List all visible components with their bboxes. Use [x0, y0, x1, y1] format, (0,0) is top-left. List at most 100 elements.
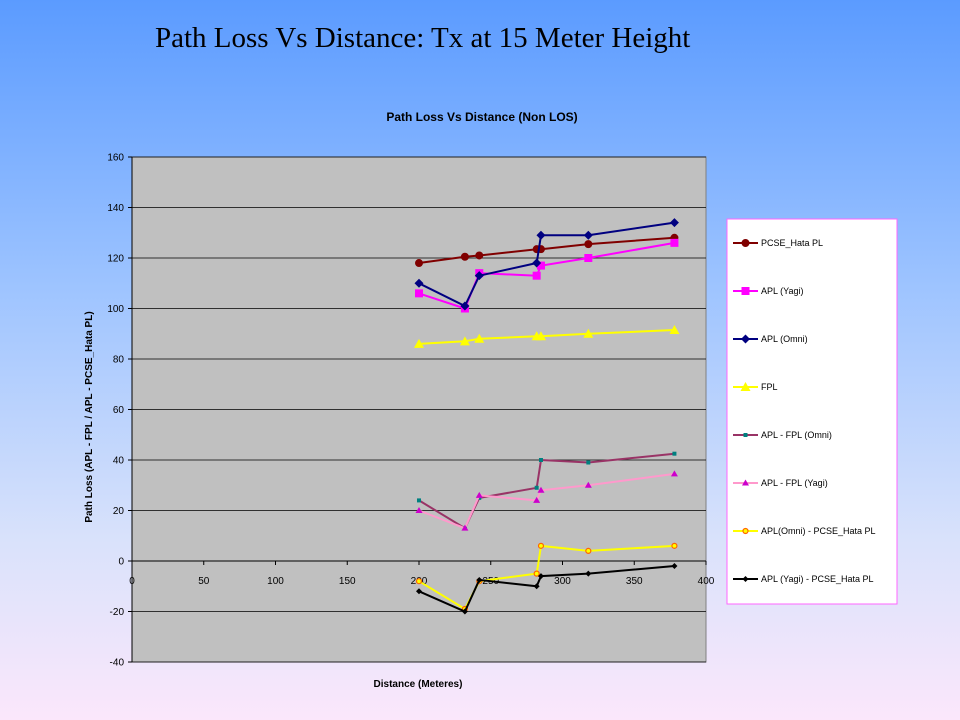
data-point: [534, 485, 539, 490]
legend-swatch-marker: [742, 527, 749, 535]
series-apl-yagi-pcse-hata-pl: [416, 563, 678, 615]
legend-swatch-marker: [740, 382, 751, 391]
data-point: [584, 240, 593, 249]
series-pcse-hata-pl: [415, 233, 679, 268]
legend-item-apl-yagi: APL (Yagi): [733, 286, 804, 296]
legend-item-pcse-hata-pl: PCSE_Hata PL: [733, 238, 823, 248]
data-point: [671, 542, 678, 549]
data-point: [536, 261, 545, 270]
x-tick-label: 300: [554, 576, 571, 587]
data-point: [672, 451, 677, 456]
x-axis-label: Distance (Meteres): [374, 679, 463, 690]
data-point: [416, 588, 422, 595]
data-point: [536, 230, 546, 240]
data-point: [537, 542, 545, 549]
legend-label: APL (Yagi): [761, 286, 804, 296]
data-point: [533, 496, 541, 503]
data-point: [415, 578, 423, 585]
chart-title: Path Loss Vs Distance (Non LOS): [386, 110, 577, 124]
x-tick-label: 350: [626, 576, 643, 587]
data-point: [476, 576, 483, 583]
data-point: [414, 338, 424, 348]
y-tick-label: 60: [113, 405, 125, 416]
x-tick-label: 100: [267, 576, 284, 587]
legend-item-apl-omni-pcse-hata-pl: APL(Omni) - PCSE_Hata PL: [733, 526, 876, 536]
legend-item-apl-fpl-yagi: APL - FPL (Yagi): [733, 478, 828, 488]
series-apl-fpl-yagi: [415, 470, 678, 531]
data-point: [537, 486, 545, 493]
data-point: [583, 328, 594, 338]
data-point: [670, 470, 678, 477]
data-point: [474, 333, 485, 343]
slide-title: Path Loss Vs Distance: Tx at 15 Meter He…: [155, 22, 691, 54]
data-point: [584, 254, 593, 262]
y-tick-label: -40: [110, 658, 125, 669]
legend-swatch-marker: [741, 334, 750, 344]
data-point: [459, 336, 470, 346]
data-point: [585, 547, 592, 555]
y-tick-label: 0: [118, 557, 124, 568]
data-point: [585, 570, 592, 577]
data-point: [461, 608, 468, 615]
data-point: [460, 252, 469, 261]
data-point: [460, 301, 470, 311]
y-tick-label: -20: [110, 607, 125, 618]
y-tick-labels: -40 -20 0 20 40 60 80 100 120 140 160: [107, 153, 124, 669]
legend-box: [726, 218, 898, 605]
series-fpl: [414, 324, 680, 348]
data-point: [474, 271, 484, 281]
y-tick-label: 80: [113, 355, 125, 366]
legend: PCSE_Hata PL APL (Yagi) APL (Omni) FPL APL -…: [726, 218, 898, 605]
data-point: [671, 563, 678, 570]
legend-item-apl-omni: APL (Omni): [733, 334, 808, 344]
data-point: [535, 331, 546, 341]
legend-label: APL (Yagi) - PCSE_Hata PL: [761, 574, 874, 584]
data-point: [415, 259, 423, 268]
legend-label: FPL: [761, 382, 778, 392]
legend-label: PCSE_Hata PL: [761, 238, 823, 248]
x-tick-label: 400: [698, 576, 715, 587]
legend-label: APL(Omni) - PCSE_Hata PL: [761, 526, 876, 536]
legend-item-fpl: FPL: [733, 382, 778, 392]
axes: [128, 156, 707, 663]
data-point: [669, 324, 680, 334]
y-tick-label: 20: [113, 506, 125, 517]
data-point: [415, 507, 423, 513]
data-point: [532, 258, 542, 268]
legend-label: APL (Omni): [761, 334, 808, 344]
data-point: [533, 570, 540, 577]
y-tick-label: 120: [107, 254, 124, 265]
data-point: [537, 573, 544, 580]
legend-swatch-marker: [741, 287, 750, 295]
legend-swatch-marker: [741, 239, 750, 247]
x-tick-label: 0: [129, 576, 135, 587]
data-point: [670, 238, 679, 247]
legend-label: APL - FPL (Yagi): [761, 478, 828, 488]
data-point: [583, 230, 593, 240]
data-point: [532, 271, 541, 280]
legend-swatch-marker: [742, 479, 749, 486]
data-point: [417, 498, 421, 503]
legend-item-apl-fpl-omni: APL - FPL (Omni): [733, 430, 832, 440]
legend-swatch-marker: [742, 576, 749, 582]
data-point: [415, 289, 423, 298]
data-point: [538, 458, 543, 462]
y-tick-label: 160: [107, 153, 124, 164]
data-point: [461, 524, 469, 531]
x-tick-label: 150: [339, 576, 356, 587]
legend-item-apl-yagi-pcse-hata-pl: APL (Yagi) - PCSE_Hata PL: [733, 574, 874, 584]
x-tick-label: 50: [198, 576, 210, 587]
series-apl-omni: [414, 218, 679, 311]
data-point: [584, 481, 592, 488]
data-point: [586, 460, 591, 465]
data-point: [533, 583, 540, 590]
y-tick-label: 40: [113, 456, 125, 467]
series-layer: [414, 218, 680, 615]
y-tick-label: 140: [107, 203, 124, 214]
legend-label: APL - FPL (Omni): [761, 430, 832, 440]
y-tick-label: 100: [107, 304, 124, 315]
legend-swatch-marker: [743, 433, 748, 437]
data-point: [669, 218, 679, 228]
data-point: [414, 278, 424, 288]
